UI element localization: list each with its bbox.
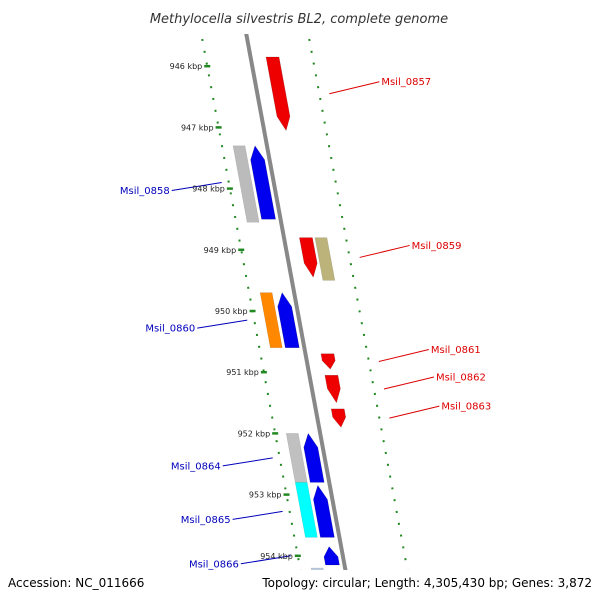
label-leader-Msil_0862 bbox=[383, 376, 435, 390]
gene-Msil_0859[interactable] bbox=[299, 237, 318, 278]
label-leader-Msil_0857 bbox=[329, 81, 380, 95]
label-leader-Msil_0866 bbox=[240, 555, 291, 565]
gene-Msil_0865[interactable] bbox=[313, 484, 335, 538]
cog-ring-2 bbox=[314, 237, 336, 281]
accession-label: Accession: NC_011666 bbox=[8, 576, 144, 590]
gene-label-Msil_0863[interactable]: Msil_0863 bbox=[441, 402, 491, 413]
tick-label-951: 951 kbp bbox=[226, 368, 259, 377]
footer-background bbox=[0, 570, 600, 600]
scale-track-2 bbox=[300, 0, 415, 600]
label-leader-Msil_0861 bbox=[378, 349, 429, 362]
gene-Msil_0858[interactable] bbox=[250, 145, 276, 220]
tick-label-953: 953 kbp bbox=[249, 491, 282, 500]
backbone-line bbox=[237, 0, 354, 600]
topology-label: Topology: circular; Length: 4,305,430 bp… bbox=[261, 576, 592, 590]
gene-label-Msil_0865[interactable]: Msil_0865 bbox=[181, 515, 231, 526]
gene-label-Msil_0857[interactable]: Msil_0857 bbox=[381, 77, 431, 88]
label-leader-Msil_0860 bbox=[197, 319, 248, 329]
tick-label-949: 949 kbp bbox=[204, 246, 237, 255]
gene-label-Msil_0858[interactable]: Msil_0858 bbox=[120, 186, 170, 197]
gene-label-Msil_0861[interactable]: Msil_0861 bbox=[431, 345, 481, 356]
cog-ring-6 bbox=[294, 482, 318, 538]
gene-Msil_0863[interactable] bbox=[330, 408, 346, 428]
cog-ring-3 bbox=[232, 145, 260, 223]
genome-title: Methylocella silvestris BL2, complete ge… bbox=[150, 12, 448, 27]
tick-label-954: 954 kbp bbox=[260, 552, 293, 561]
gene-Msil_0861[interactable] bbox=[320, 353, 336, 370]
label-leader-Msil_0865 bbox=[232, 510, 283, 520]
label-leader-Msil_0864 bbox=[222, 457, 273, 467]
gene-label-Msil_0860[interactable]: Msil_0860 bbox=[145, 324, 195, 335]
title-background bbox=[120, 0, 480, 34]
gene-Msil_0857[interactable] bbox=[265, 56, 291, 132]
cog-ring-4 bbox=[259, 292, 283, 348]
gene-Msil_0866[interactable] bbox=[323, 546, 340, 566]
tick-label-946: 946 kbp bbox=[170, 62, 203, 71]
label-leader-Msil_0863 bbox=[389, 405, 440, 419]
tick-label-947: 947 kbp bbox=[181, 123, 214, 132]
tick-label-950: 950 kbp bbox=[215, 307, 248, 316]
gene-features bbox=[232, 56, 346, 593]
gene-label-Msil_0859[interactable]: Msil_0859 bbox=[412, 241, 462, 252]
tick-label-952: 952 kbp bbox=[238, 429, 271, 438]
gene-labels: Msil_0857 Msil_0858 Msil_0859 Msil_0860 Msil… bbox=[120, 77, 491, 570]
scale-track-1 bbox=[193, 0, 308, 600]
genome-rings bbox=[193, 0, 415, 600]
gene-label-Msil_0864[interactable]: Msil_0864 bbox=[171, 461, 221, 472]
gene-label-Msil_0862[interactable]: Msil_0862 bbox=[436, 373, 486, 384]
gene-label-Msil_0866[interactable]: Msil_0866 bbox=[189, 559, 239, 570]
label-leader-Msil_0859 bbox=[359, 244, 410, 258]
label-leader-Msil_0858 bbox=[171, 181, 222, 191]
gene-Msil_0864[interactable] bbox=[303, 432, 325, 483]
gene-Msil_0862[interactable] bbox=[324, 375, 341, 404]
cog-ring-5 bbox=[285, 433, 308, 483]
gene-Msil_0860[interactable] bbox=[277, 292, 300, 348]
tick-label-948: 948 kbp bbox=[192, 185, 225, 194]
